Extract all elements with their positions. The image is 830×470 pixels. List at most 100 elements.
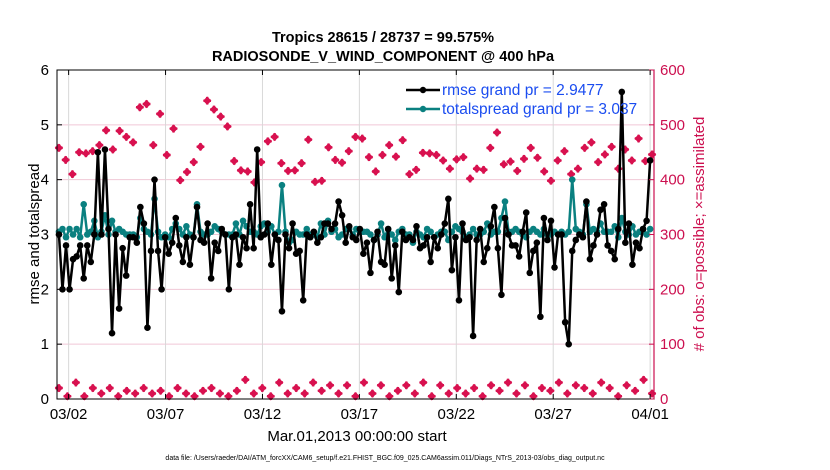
rmse-point [363,239,371,247]
totalspread-point [66,225,73,233]
obs-marker-cross [639,376,648,384]
obs-marker-cross [594,158,602,166]
rmse-point [264,220,272,227]
totalspread-point [565,228,573,236]
obs-marker-cross [392,152,400,161]
obs-marker-cross [432,151,441,159]
rmse-point [335,198,342,205]
rmse-point [94,148,102,156]
rmse-point [409,236,417,244]
rmse-point [253,146,261,153]
rmse-point [618,88,626,96]
obs-marker-cross [648,389,656,398]
totalspread-point [427,228,434,236]
rmse-point [338,212,346,219]
rmse-point [611,255,619,263]
obs-marker-cross [318,176,326,185]
obs-marker-cross [68,170,77,178]
rmse-point [399,228,406,236]
obs-marker-cross [368,389,377,398]
rmse-point [207,275,215,282]
rmse-point [629,261,636,268]
y-tick-label-left: 5 [41,117,49,134]
obs-marker-cross [131,389,139,398]
obs-marker-cross [377,381,385,390]
obs-marker-cross [139,384,148,392]
rmse-point [483,244,491,252]
rmse-point [278,307,286,315]
rmse-point [211,239,218,247]
obs-marker-cross [182,389,190,398]
rmse-point [282,231,289,238]
rmse-point [137,203,144,211]
rmse-point [342,239,349,247]
obs-marker-cross [176,176,185,184]
obs-marker-cross [622,381,631,390]
obs-marker-cross [648,150,656,159]
obs-marker-cross [233,386,241,395]
obs-marker-cross [513,167,522,175]
obs-marker-cross [216,112,225,121]
x-tick-label: 03/07 [147,406,185,423]
rmse-point [469,332,477,340]
rmse-point [452,233,459,241]
obs-marker-cross [162,151,171,159]
rmse-point [622,239,629,247]
y-tick-label-right: 600 [660,62,685,79]
obs-marker-cross [419,149,427,157]
y-tick-label-left: 2 [41,281,49,298]
rmse-point [515,253,523,260]
obs-marker-cross [563,389,572,398]
x-tick-label: 03/22 [438,406,476,423]
obs-marker-cross [297,159,306,167]
rmse-point [370,236,378,244]
rmse-point [172,214,180,222]
obs-marker-cross [487,381,495,390]
obs-marker-cross [500,160,508,169]
rmse-point [579,233,587,241]
obs-marker-cross [343,381,351,390]
y-axis-label-left: rmse and totalspread [26,164,43,305]
obs-marker-cross [277,159,286,167]
obs-marker-cross [223,122,232,131]
rmse-point [108,329,116,337]
obs-marker-cross [264,137,272,146]
obs-marker-cross [394,386,402,395]
obs-marker-cross [605,384,614,392]
rmse-point [466,233,473,241]
rmse-point [530,247,537,255]
obs-marker-cross [148,389,156,398]
rmse-point [232,231,240,238]
rmse-point [572,236,580,244]
rmse-point [547,217,555,225]
rmse-point [551,264,558,271]
rmse-point [512,242,519,249]
rmse-point [91,231,98,238]
totalspread-point [183,222,190,230]
obs-marker-cross [270,133,279,141]
rmse-point [115,305,123,312]
totalspread-point [69,231,77,238]
rmse-point [151,176,158,183]
rmse-point [144,324,151,332]
rmse-point [519,228,526,236]
legend: rmse grand pr = 2.9477 totalspread grand… [406,82,637,118]
rmse-point [558,231,565,238]
rmse-point [268,261,275,268]
obs-marker-cross [283,389,292,398]
obs-marker-cross [473,164,481,173]
rmse-point [158,286,165,293]
rmse-point [62,242,70,249]
obs-marker-cross [540,167,549,176]
rmse-point [480,258,488,266]
obs-marker-cross [210,105,218,114]
obs-marker-cross [631,386,639,395]
obs-marker-cross [291,166,299,175]
obs-marker-cross [324,143,333,152]
series-lines [55,88,654,348]
obs-marker-cross [183,168,191,176]
rmse-point [345,222,353,230]
legend-rmse-marker [419,86,427,94]
rmse-point [607,247,615,255]
rmse-point [600,201,608,208]
